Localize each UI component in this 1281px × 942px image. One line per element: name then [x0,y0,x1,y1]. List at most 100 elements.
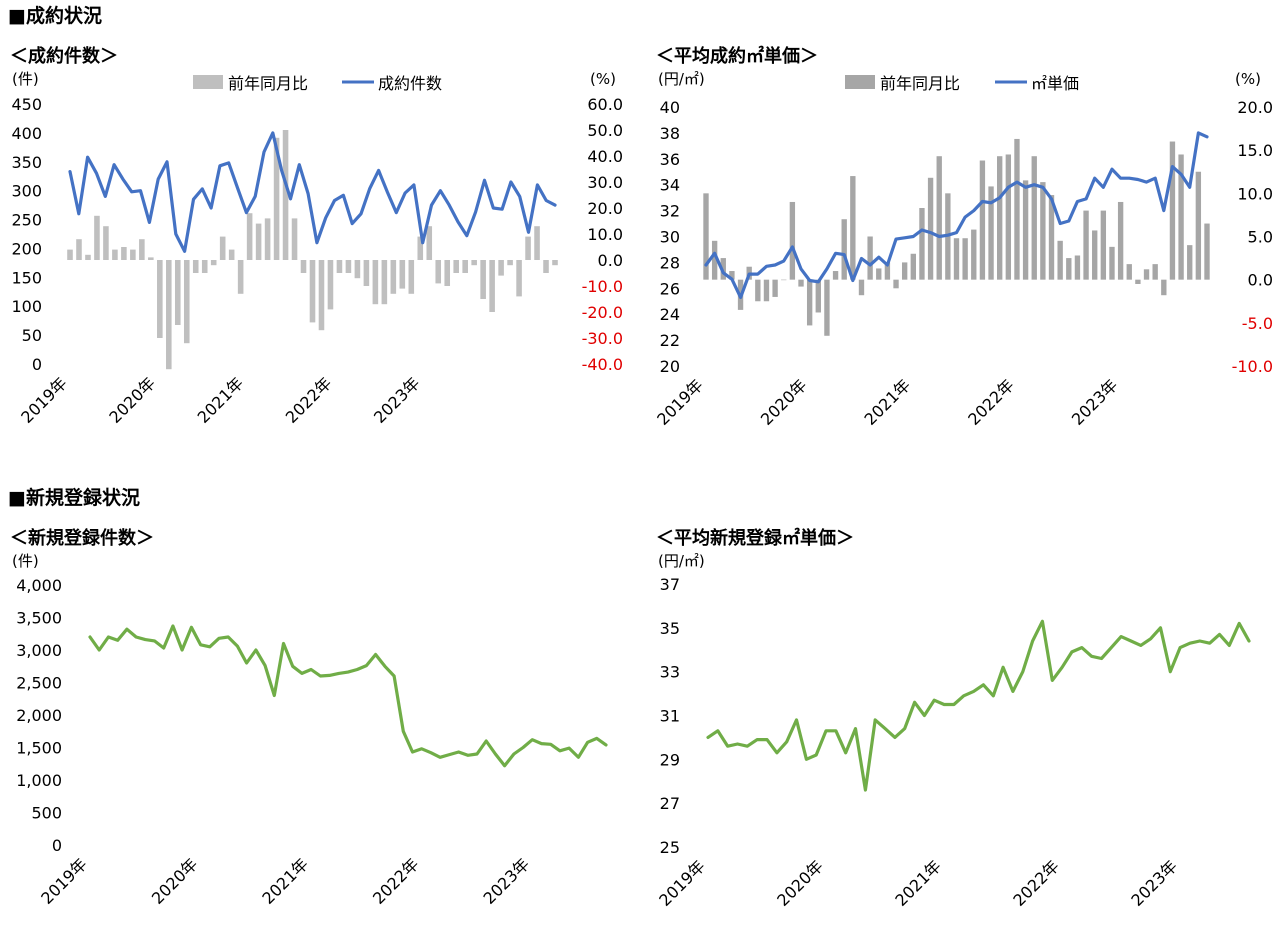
y2-tick-label: -20.0 [582,303,623,322]
x-tick-label: 2020年 [148,854,202,908]
bar [1187,245,1193,280]
bar [471,260,477,266]
y-tick-label: 50 [22,326,42,345]
bar [174,260,181,325]
x-tick-label: 2023年 [1068,375,1122,429]
x-tick-label: 2020年 [105,373,159,427]
bar [1161,279,1167,296]
y-tick-label: 350 [11,153,42,172]
bar [94,215,100,260]
section-title-new-listings: ■新規登録状況 [8,486,140,509]
chart-title: ＜平均新規登録㎡単価＞ [656,527,854,549]
right-axis-unit: (%) [590,70,616,88]
bar [1074,255,1081,280]
bar [953,238,960,280]
bar [1152,264,1158,280]
y-tick-label: 33 [660,663,680,682]
x-tick-label: 2022年 [1009,856,1063,910]
bar [936,156,942,280]
x-tick-label: 2019年 [655,856,709,910]
bar [534,226,540,260]
bar [399,260,406,289]
bar [318,260,325,331]
bar [815,279,821,313]
chart-new-listing-count: ＜新規登録件数＞ (件) 0 500 1,000 1,500 2,000 2,500 3,0… [10,527,608,908]
series-line [88,624,608,768]
bar [763,279,770,302]
bar [1109,246,1115,280]
bar [121,247,127,260]
bar [1135,279,1141,284]
y-tick-label: 22 [660,331,680,350]
bar [103,226,109,260]
bar [417,236,424,260]
left-axis-unit: (件) [12,552,39,570]
y-tick-label: 3,000 [16,641,62,660]
y-tick-label: 500 [31,804,62,823]
legend: 前年同月比 成約件数 [193,74,442,93]
bar [345,260,352,273]
y-tick-label: 29 [660,750,680,769]
bar [893,279,899,289]
bar [1195,171,1202,280]
bar [426,226,433,260]
bar [201,260,208,273]
y2-tick-label: -30.0 [582,329,623,348]
bar [381,260,388,305]
bar [927,177,934,280]
bar [237,260,244,294]
y-tick-label: 25 [660,838,680,857]
bar [1031,156,1037,280]
y2-tick-label: 30.0 [587,173,623,192]
y2-tick-label: -10.0 [1232,357,1273,376]
y2-tick-label: 0.0 [1248,271,1273,290]
bar [772,279,778,297]
y-tick-label: 30 [660,228,680,247]
bar [910,253,916,280]
bar [489,260,495,312]
bar [832,271,839,280]
bar [962,238,968,280]
y-tick-label: 26 [660,279,680,298]
y-tick-label: 35 [660,619,680,638]
bar [300,260,307,273]
y-tick-label: 28 [660,253,680,272]
y-tick-label: 100 [11,297,42,316]
x-tick-label: 2021年 [891,856,945,910]
legend-line-label: 成約件数 [378,74,442,93]
bar [997,156,1003,280]
chart-avg-new-listing-unit-price: ＜平均新規登録㎡単価＞ (円/㎡) 25 27 29 31 33 35 37 2019年 202… [655,527,1251,910]
bar [112,249,118,260]
y-tick-label: 1,500 [16,739,62,758]
bar [884,262,891,280]
bar [453,260,459,273]
bar [755,279,761,302]
right-axis-unit: (%) [1235,70,1261,88]
legend-bar-swatch [845,75,875,89]
x-tick-label: 2022年 [282,373,336,427]
x-tick-label: 2021年 [194,373,248,427]
bar [711,240,718,280]
series-line [706,619,1251,792]
legend-bar-label: 前年同月比 [228,74,308,93]
bar [703,193,709,280]
chart-title: ＜成約件数＞ [10,45,118,67]
bar [525,236,531,260]
y-tick-label: 31 [660,707,680,726]
bar [1178,154,1184,280]
y-tick-label: 36 [660,150,680,169]
bar [67,249,73,260]
bar [516,260,522,297]
y-tick-label: 450 [11,95,42,114]
y2-tick-label: 10.0 [1237,184,1273,203]
bar [798,279,804,287]
y-tick-label: 0 [32,355,42,374]
bar [130,249,136,260]
legend: 前年同月比 ㎡単価 [845,74,1079,93]
bar [148,257,154,260]
bar [1048,195,1055,280]
bar [1083,210,1089,280]
x-tick-label: 2020年 [773,856,827,910]
bar [867,236,873,280]
